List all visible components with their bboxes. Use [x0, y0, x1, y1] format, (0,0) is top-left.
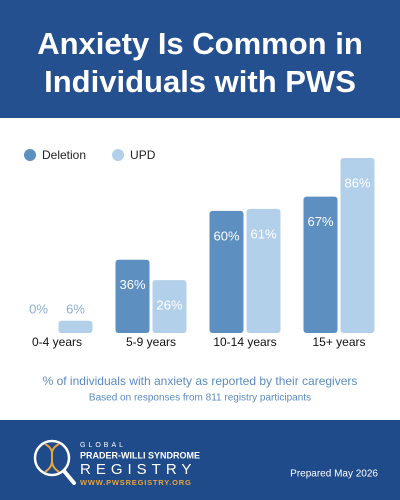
value-label: 86%: [344, 175, 370, 190]
x-tick-label: 0-4 years: [32, 335, 82, 349]
bar: [209, 210, 244, 333]
prepared-date: Prepared May 2026: [290, 469, 378, 480]
value-label: 60%: [213, 228, 239, 243]
bar: [58, 320, 93, 333]
logo-line: GLOBAL: [80, 442, 126, 449]
logo-handle: [62, 469, 76, 485]
legend-swatch: [24, 149, 36, 161]
bar: [152, 280, 187, 333]
footer-band: [0, 420, 400, 500]
legend-swatch: [112, 149, 125, 161]
logo-line: REGISTRY: [80, 461, 196, 478]
title-line: Anxiety Is Common in: [37, 26, 363, 61]
caption: % of individuals with anxiety as reporte…: [43, 374, 358, 388]
value-label: 26%: [156, 298, 182, 313]
bar: [303, 196, 338, 333]
legend-label: UPD: [130, 148, 156, 162]
logo: [33, 439, 76, 485]
value-label: 67%: [307, 214, 333, 229]
bar: [115, 259, 150, 333]
value-label: 36%: [119, 277, 145, 292]
logo-ring: [33, 439, 71, 477]
logo-url: WWW.PWSREGISTRY.ORG: [80, 478, 192, 487]
title-line: Individuals with PWS: [44, 64, 356, 99]
value-label: 6%: [66, 301, 85, 316]
logo-line: PRADER-WILLI SYNDROME: [80, 450, 200, 460]
value-label: 0%: [29, 301, 48, 316]
value-label: 61%: [250, 226, 276, 241]
header-band: [0, 0, 400, 118]
note: Based on responses from 811 registry par…: [89, 393, 311, 404]
x-tick-label: 15+ years: [312, 335, 365, 349]
legend-label: Deletion: [42, 148, 86, 162]
bar: [340, 158, 375, 333]
x-tick-label: 10-14 years: [213, 335, 276, 349]
x-tick-label: 5-9 years: [126, 335, 176, 349]
bar: [246, 208, 281, 333]
logo-dna: [44, 443, 60, 473]
